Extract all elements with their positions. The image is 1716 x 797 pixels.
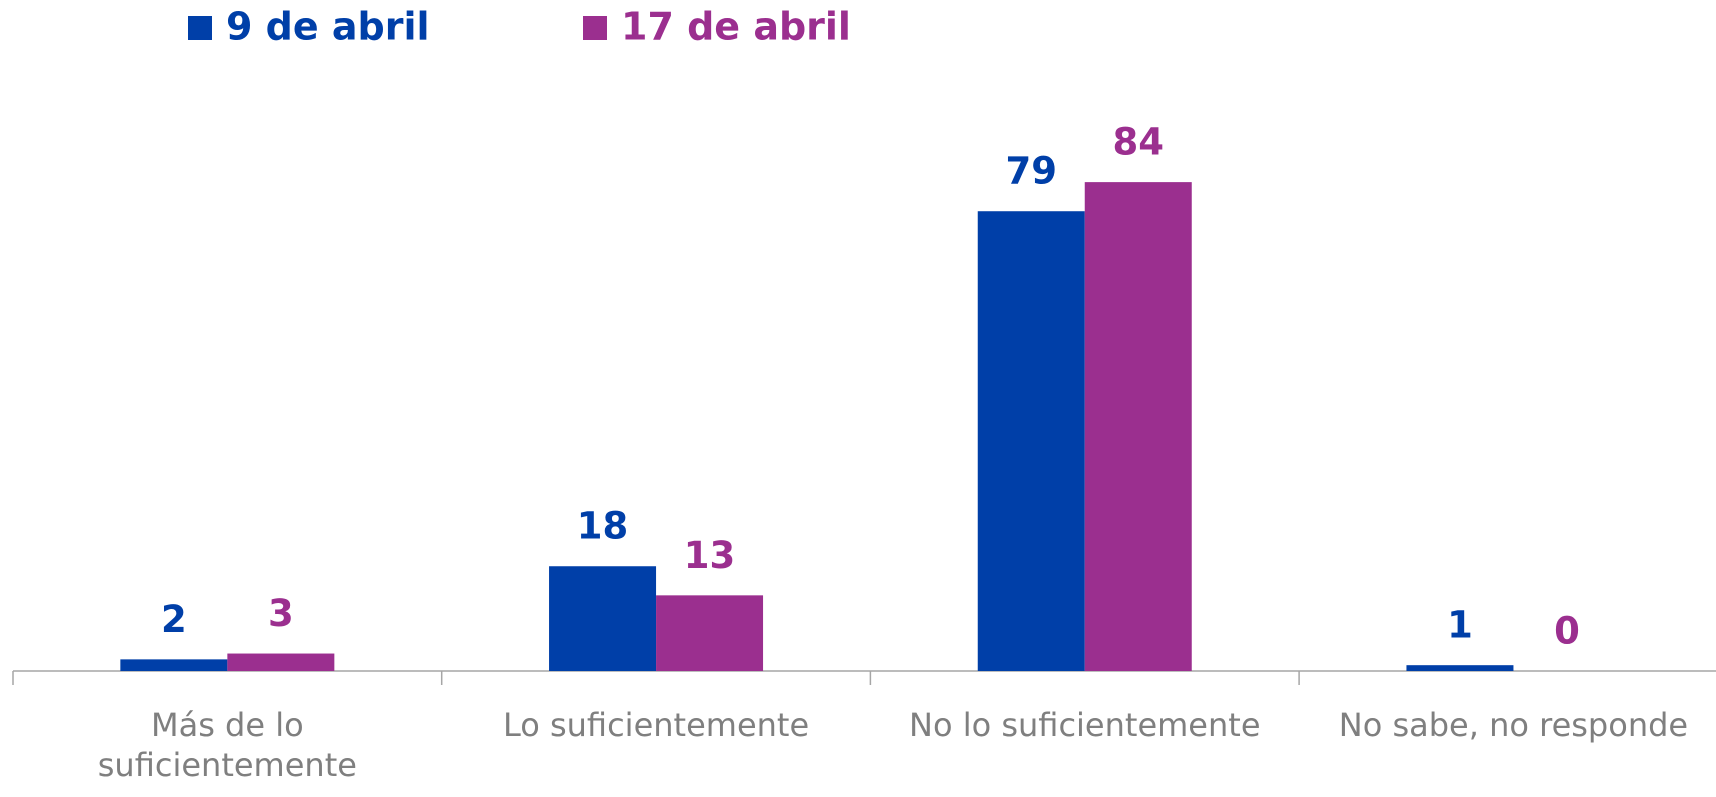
x-tick-label: No sabe, no responde: [1338, 706, 1689, 744]
data-label: 18: [577, 505, 629, 548]
data-label: 3: [268, 592, 294, 635]
legend-label: 9 de abril: [226, 5, 430, 49]
bar: [1406, 665, 1514, 671]
data-label: 0: [1554, 610, 1580, 653]
bar: [1084, 182, 1192, 671]
x-tick-label: Más de lo suficientemente: [97, 706, 357, 784]
data-label: 79: [1006, 150, 1058, 193]
legend-label: 17 de abril: [621, 5, 851, 49]
bar: [977, 211, 1085, 671]
data-label: 84: [1113, 121, 1165, 164]
bar: [227, 653, 335, 671]
bar: [120, 659, 228, 671]
x-tick-label: Lo suficientemente: [502, 706, 810, 744]
bar: [549, 566, 657, 671]
data-label: 1: [1447, 604, 1473, 647]
legend-swatch: [188, 16, 212, 40]
legend-swatch: [583, 16, 607, 40]
data-label: 2: [161, 598, 187, 641]
bar: [656, 595, 764, 671]
x-tick-label: No lo suficientemente: [909, 706, 1261, 744]
data-label: 13: [684, 534, 736, 577]
